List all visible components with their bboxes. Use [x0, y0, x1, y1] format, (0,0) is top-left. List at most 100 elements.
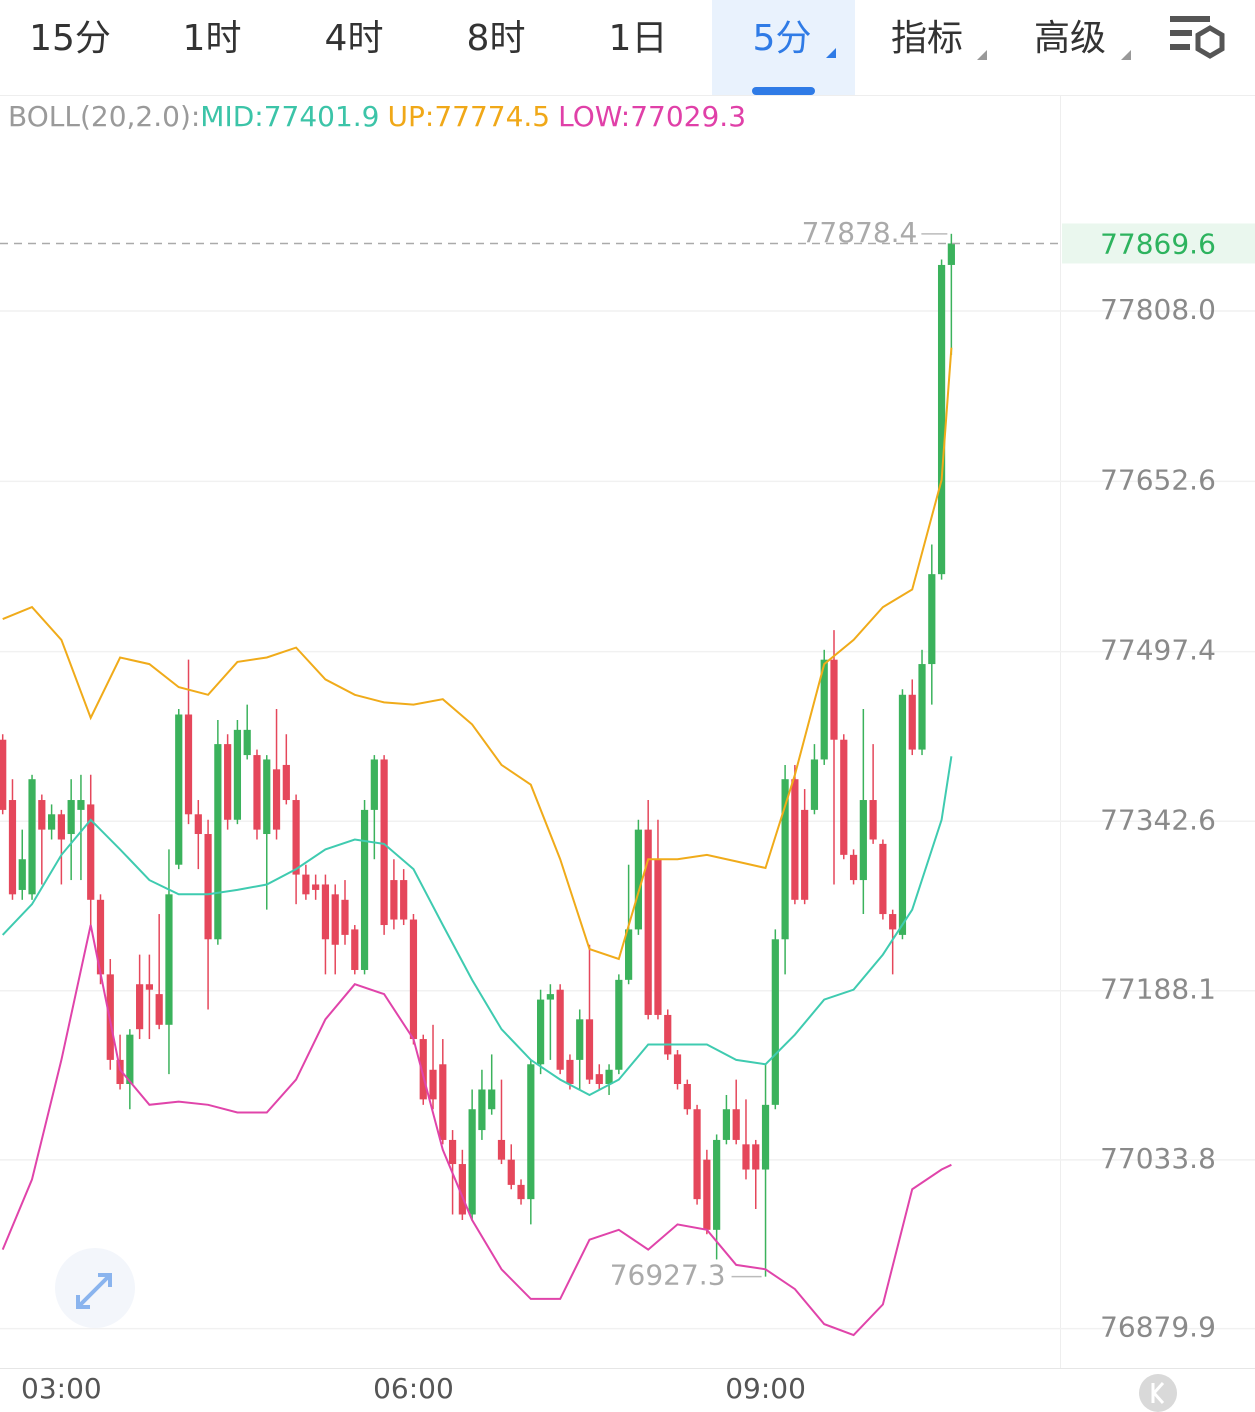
candle-body — [331, 894, 339, 945]
y-tick-label: 77188.1 — [1100, 973, 1216, 1006]
candle-body — [380, 759, 388, 926]
fullscreen-button[interactable] — [55, 1248, 135, 1328]
expand-icon — [76, 1273, 112, 1309]
tab[interactable]: 15分 — [29, 18, 111, 59]
candle-body — [292, 800, 300, 875]
candle-body — [576, 1019, 584, 1060]
candle-body — [145, 984, 153, 990]
dropdown-arrow — [977, 50, 987, 60]
candle-body — [546, 994, 554, 1000]
indicator-up: UP:77774.5 — [388, 100, 551, 133]
candle-body — [840, 739, 848, 855]
candle-body — [605, 1069, 613, 1085]
candle-body — [585, 1019, 594, 1080]
candle-body — [634, 829, 642, 930]
candle-body — [282, 764, 290, 801]
candle-body — [937, 264, 946, 575]
candle-body — [8, 800, 17, 895]
indicator-low: LOW:77029.3 — [558, 100, 746, 133]
max-label: 77878.4 — [802, 216, 918, 249]
candle-body — [752, 1144, 760, 1170]
active-tab-indicator — [752, 87, 815, 95]
candle-body — [693, 1109, 701, 1200]
candle-body — [566, 1059, 574, 1085]
candle-body — [321, 884, 330, 940]
tab[interactable]: 指标 — [891, 18, 963, 59]
candle-body — [419, 1039, 427, 1100]
tab[interactable]: 5分 — [753, 18, 812, 59]
indicator-legend: BOLL(20,2.0):MID:77401.9 UP:77774.5 LOW:77… — [8, 100, 746, 133]
candle-body — [673, 1054, 682, 1085]
settings-icon[interactable] — [1170, 16, 1225, 59]
tab[interactable]: 高级 — [1034, 18, 1106, 59]
candle-body — [810, 759, 819, 810]
candle-body — [507, 1159, 515, 1185]
candle-body — [918, 664, 926, 750]
k-button[interactable] — [1139, 1374, 1177, 1412]
tab[interactable]: 1时 — [183, 18, 242, 59]
candle-body — [155, 994, 163, 1025]
candle-body — [497, 1139, 506, 1160]
candle-body — [908, 694, 916, 750]
candle-body — [830, 659, 838, 740]
candle-body — [165, 894, 173, 1025]
k-icon — [1151, 1381, 1165, 1405]
y-tick-label: 76879.9 — [1100, 1311, 1216, 1344]
candle-body — [625, 929, 633, 980]
candle-body — [48, 814, 56, 830]
candle-body — [517, 1184, 525, 1200]
candle-body — [175, 714, 183, 865]
icon-bar — [1170, 30, 1192, 36]
candle-body — [28, 779, 36, 895]
band-line — [2, 347, 953, 961]
candle-body — [654, 859, 662, 1015]
y-tick-label: 77342.6 — [1100, 803, 1216, 836]
candle-body — [272, 769, 281, 830]
candle-body — [312, 884, 320, 890]
candle-body — [722, 1109, 731, 1140]
candle-body — [928, 574, 936, 665]
candle-body — [801, 809, 809, 900]
candle-body — [390, 880, 398, 920]
candle-body — [448, 1139, 457, 1165]
candle-body — [488, 1089, 496, 1110]
candle-body — [429, 1069, 437, 1100]
last-price-tag — [1062, 223, 1255, 264]
tab[interactable]: 1日 — [609, 18, 668, 59]
candle-body — [478, 1089, 486, 1131]
indicator-mid: MID:77401.9 — [200, 100, 379, 133]
candle-body — [77, 800, 85, 810]
candle-body — [116, 1059, 124, 1085]
candle-body — [527, 1064, 535, 1200]
min-label: 76927.3 — [610, 1259, 726, 1292]
candle-body — [18, 859, 26, 890]
x-tick-label: 03:00 — [21, 1372, 102, 1405]
candle-body — [243, 729, 251, 756]
candle-body — [898, 694, 907, 935]
candle-body — [351, 929, 359, 970]
candle-body — [400, 880, 408, 920]
candle-body — [38, 800, 46, 830]
active-tab-bg — [712, 0, 855, 95]
candle-body — [370, 759, 378, 810]
candle-body — [96, 899, 105, 975]
icon-hex — [1195, 25, 1225, 59]
tab[interactable]: 4时 — [325, 18, 384, 59]
candle-body — [204, 834, 212, 940]
candle-body — [214, 744, 222, 940]
candle-body — [859, 800, 867, 881]
candle-body — [761, 1104, 770, 1170]
candle-body — [849, 854, 858, 881]
candle-body — [439, 1064, 447, 1140]
candle-body — [458, 1164, 466, 1215]
candle-body — [879, 843, 887, 915]
button-bg — [1139, 1374, 1177, 1412]
candle-body — [947, 243, 955, 265]
tab[interactable]: 8时 — [467, 18, 526, 59]
candle-body — [126, 1034, 134, 1085]
candle-body — [732, 1109, 740, 1140]
candle-body — [302, 874, 310, 895]
dropdown-arrow — [826, 48, 836, 58]
candle-body — [57, 814, 65, 840]
